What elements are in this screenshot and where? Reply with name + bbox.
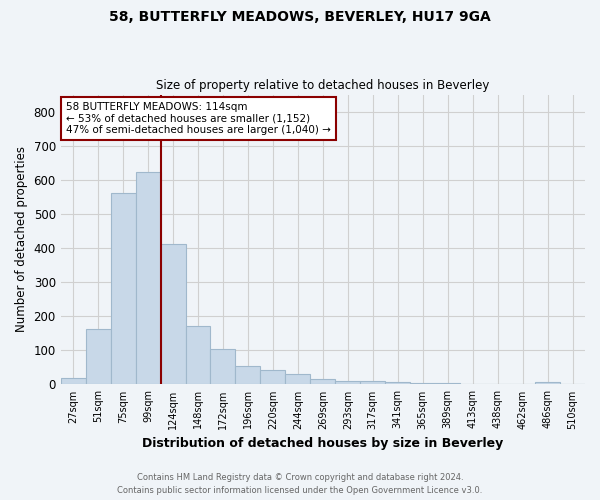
Text: 58 BUTTERFLY MEADOWS: 114sqm
← 53% of detached houses are smaller (1,152)
47% of: 58 BUTTERFLY MEADOWS: 114sqm ← 53% of de… — [66, 102, 331, 135]
X-axis label: Distribution of detached houses by size in Beverley: Distribution of detached houses by size … — [142, 437, 503, 450]
Bar — [136, 172, 161, 384]
Bar — [211, 348, 235, 384]
Bar — [260, 370, 286, 384]
Bar — [286, 374, 310, 384]
Bar — [310, 380, 335, 384]
Text: 58, BUTTERFLY MEADOWS, BEVERLEY, HU17 9GA: 58, BUTTERFLY MEADOWS, BEVERLEY, HU17 9G… — [109, 10, 491, 24]
Text: Contains HM Land Registry data © Crown copyright and database right 2024.
Contai: Contains HM Land Registry data © Crown c… — [118, 474, 482, 495]
Bar — [410, 382, 435, 384]
Bar — [86, 329, 110, 384]
Y-axis label: Number of detached properties: Number of detached properties — [15, 146, 28, 332]
Bar — [535, 382, 560, 384]
Bar — [360, 381, 385, 384]
Bar — [185, 326, 211, 384]
Bar — [235, 366, 260, 384]
Bar — [335, 381, 360, 384]
Bar — [110, 193, 136, 384]
Title: Size of property relative to detached houses in Beverley: Size of property relative to detached ho… — [156, 79, 490, 92]
Bar — [435, 382, 460, 384]
Bar — [385, 382, 410, 384]
Bar — [161, 244, 185, 384]
Bar — [61, 378, 86, 384]
